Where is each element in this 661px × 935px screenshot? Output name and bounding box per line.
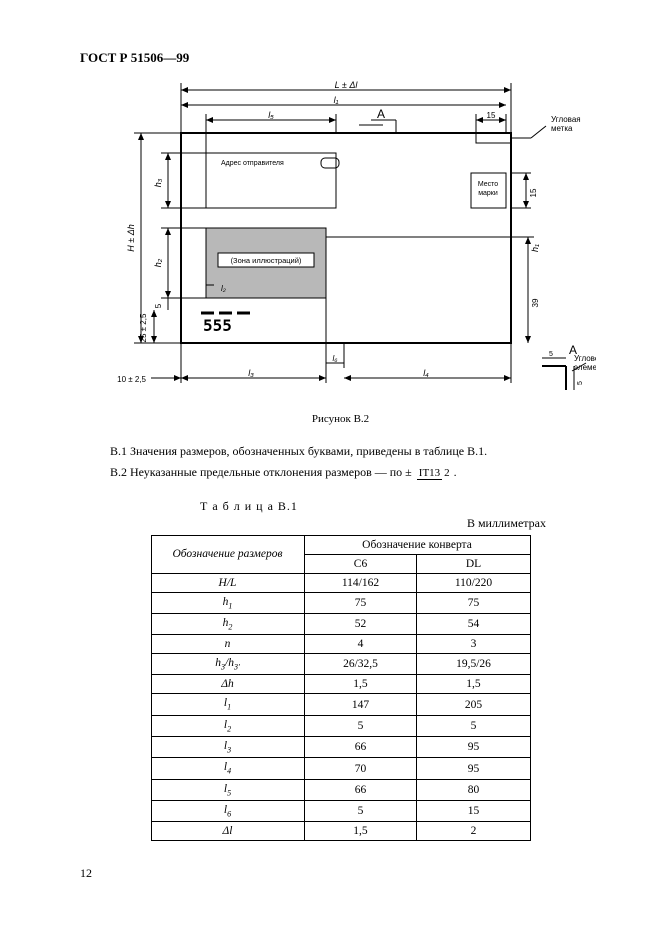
svg-text:l₅: l₅ (268, 110, 274, 120)
cell-c6: 26/32,5 (304, 654, 417, 675)
cell-c6: 1,5 (304, 822, 417, 841)
table-row: Δl1,52 (151, 822, 530, 841)
cell-key: n (151, 635, 304, 654)
th-dimensions: Обозначение размеров (151, 535, 304, 573)
figure-caption: Рисунок В.2 (80, 413, 601, 425)
cell-c6: 1,5 (304, 675, 417, 694)
table-row: Δh1,51,5 (151, 675, 530, 694)
svg-text:h₁: h₁ (530, 244, 540, 252)
cell-key: h2 (151, 613, 304, 634)
table-row: l36695 (151, 737, 530, 758)
th-c6: С6 (304, 554, 417, 573)
svg-text:l₃: l₃ (248, 368, 254, 378)
svg-text:H ± Δh: H ± Δh (126, 224, 136, 251)
cell-dl: 19,5/26 (417, 654, 530, 675)
svg-text:555: 555 (203, 316, 232, 335)
note-b2: В.2 Неуказанные предельные отклонения ра… (110, 464, 601, 481)
svg-text:15: 15 (486, 111, 495, 120)
cell-c6: 66 (304, 737, 417, 758)
table-row: h25254 (151, 613, 530, 634)
note-b1: В.1 Значения размеров, обозначенных букв… (110, 443, 601, 460)
cell-dl: 75 (417, 592, 530, 613)
cell-key: Δl (151, 822, 304, 841)
cell-key: h1 (151, 592, 304, 613)
table-row: n43 (151, 635, 530, 654)
cell-key: l2 (151, 715, 304, 736)
cell-c6: 70 (304, 758, 417, 779)
svg-text:элемент: элемент (574, 363, 596, 372)
cell-dl: 95 (417, 737, 530, 758)
cell-key: l4 (151, 758, 304, 779)
table-row: l1147205 (151, 694, 530, 715)
dimensions-table: Обозначение размеров Обозначение конверт… (151, 535, 531, 842)
table-row: h3/h3′26/32,519,5/26 (151, 654, 530, 675)
cell-c6: 5 (304, 715, 417, 736)
svg-text:А: А (376, 107, 384, 121)
cell-dl: 80 (417, 779, 530, 800)
svg-text:l₁: l₁ (333, 95, 338, 105)
envelope-diagram: L ± Δl l₁ l₅ А 15 (86, 78, 596, 398)
page-number: 12 (80, 866, 601, 881)
svg-text:l₆: l₆ (332, 354, 338, 363)
cell-c6: 5 (304, 800, 417, 821)
table-row: l56680 (151, 779, 530, 800)
cell-key: l6 (151, 800, 304, 821)
cell-c6: 75 (304, 592, 417, 613)
table-row: H/L114/162110/220 (151, 573, 530, 592)
table-row: h17575 (151, 592, 530, 613)
cell-c6: 66 (304, 779, 417, 800)
cell-dl: 15 (417, 800, 530, 821)
th-envelope: Обозначение конверта (304, 535, 530, 554)
table-row: l255 (151, 715, 530, 736)
table-units: В миллиметрах (80, 516, 546, 531)
table-row: l47095 (151, 758, 530, 779)
cell-dl: 95 (417, 758, 530, 779)
cell-dl: 205 (417, 694, 530, 715)
svg-text:метка: метка (551, 124, 573, 133)
cell-key: l5 (151, 779, 304, 800)
cell-c6: 114/162 (304, 573, 417, 592)
svg-text:Адрес отправителя: Адрес отправителя (221, 160, 284, 167)
cell-key: Δh (151, 675, 304, 694)
cell-key: h3/h3′ (151, 654, 304, 675)
svg-text:15: 15 (529, 188, 538, 197)
svg-text:10 ± 2,5: 10 ± 2,5 (117, 375, 146, 384)
cell-dl: 5 (417, 715, 530, 736)
svg-text:Угловой: Угловой (574, 354, 596, 363)
cell-key: H/L (151, 573, 304, 592)
cell-key: l1 (151, 694, 304, 715)
svg-text:L ± Δl: L ± Δl (334, 80, 358, 90)
svg-text:l₂: l₂ (221, 284, 226, 293)
cell-dl: 1,5 (417, 675, 530, 694)
document-header: ГОСТ Р 51506—99 (80, 50, 601, 66)
cell-c6: 147 (304, 694, 417, 715)
table-row: l6515 (151, 800, 530, 821)
cell-dl: 54 (417, 613, 530, 634)
table-title: Т а б л и ц а В.1 (200, 499, 601, 514)
svg-text:l₄: l₄ (423, 368, 429, 378)
cell-key: l3 (151, 737, 304, 758)
svg-text:h₂: h₂ (153, 258, 163, 267)
svg-text:Место: Место (477, 181, 497, 188)
svg-text:5: 5 (577, 381, 584, 385)
cell-dl: 3 (417, 635, 530, 654)
cell-c6: 4 (304, 635, 417, 654)
cell-dl: 110/220 (417, 573, 530, 592)
svg-text:5: 5 (549, 351, 553, 358)
svg-text:марки: марки (478, 190, 498, 197)
cell-c6: 52 (304, 613, 417, 634)
svg-text:(Зона иллюстраций): (Зона иллюстраций) (230, 256, 301, 265)
svg-text:25 ± 2,5: 25 ± 2,5 (139, 313, 148, 342)
cell-dl: 2 (417, 822, 530, 841)
svg-text:Угловая: Угловая (551, 115, 581, 124)
svg-text:39: 39 (531, 298, 540, 307)
svg-text:5: 5 (154, 303, 163, 308)
svg-text:h₃: h₃ (153, 178, 163, 187)
th-dl: DL (417, 554, 530, 573)
